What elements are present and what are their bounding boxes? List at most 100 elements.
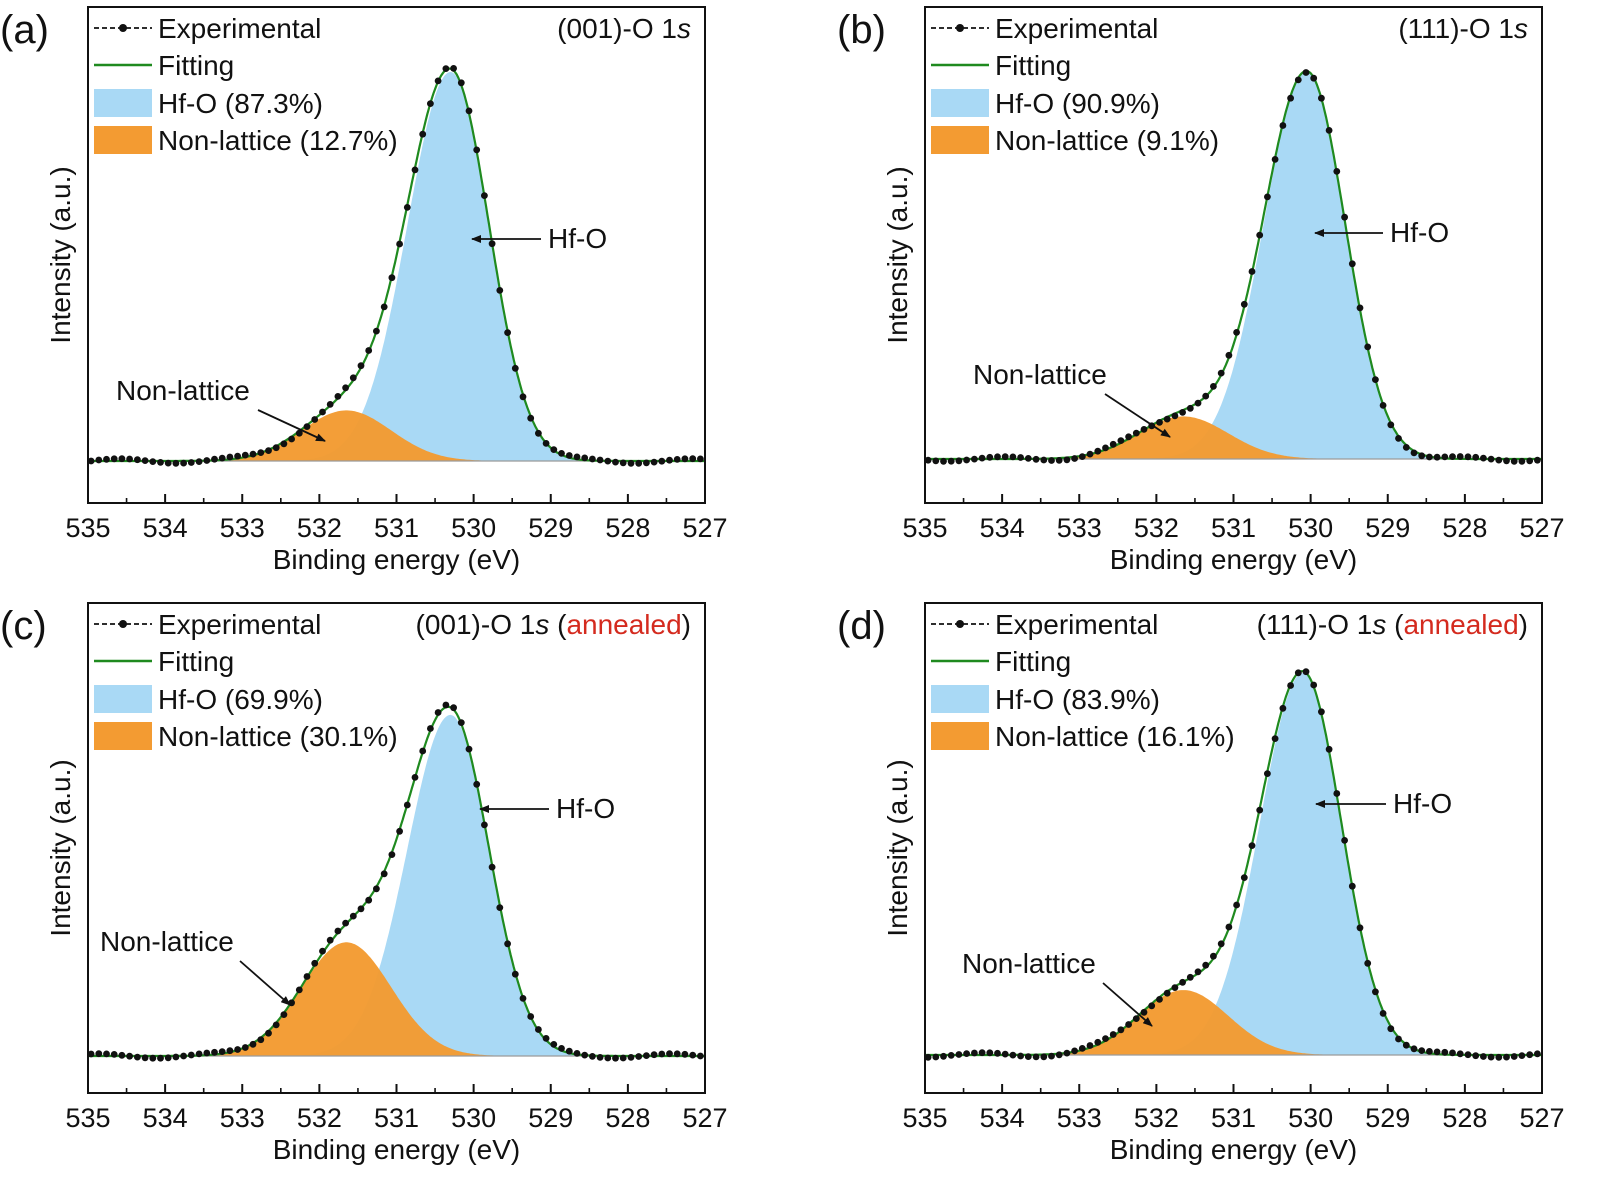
- experimental-point: [272, 444, 280, 452]
- experimental-point: [1287, 94, 1294, 102]
- legend-entry: Fitting: [995, 646, 1071, 677]
- experimental-point: [1225, 923, 1233, 931]
- experimental-point: [1495, 456, 1503, 464]
- experimental-point: [658, 1050, 666, 1058]
- experimental-point: [1379, 402, 1387, 409]
- x-tick-label: 532: [297, 1103, 342, 1133]
- non-lattice-arrow: [257, 409, 326, 442]
- experimental-point: [1017, 454, 1024, 461]
- x-axis: 535 534 533 532 531 530 529 528 527: [65, 1084, 728, 1133]
- experimental-point: [650, 458, 658, 466]
- experimental-point: [427, 100, 434, 107]
- legend-entry: Hf-O (90.9%): [995, 88, 1160, 119]
- non-lattice-arrow: [1102, 982, 1153, 1027]
- panel-label: (a): [0, 8, 49, 52]
- experimental-point: [1233, 329, 1240, 336]
- experimental-point: [442, 65, 450, 72]
- experimental-point: [1449, 453, 1456, 460]
- experimental-point: [334, 393, 342, 400]
- experimental-point: [1202, 961, 1210, 969]
- experimental-point: [234, 452, 242, 460]
- legend-entry: Fitting: [158, 646, 234, 677]
- experimental-point: [1348, 260, 1356, 268]
- experimental-point: [411, 166, 419, 174]
- experimental-point: [1379, 1010, 1387, 1017]
- experimental-point: [947, 1052, 955, 1059]
- legend-entry: Non-lattice (16.1%): [995, 721, 1235, 752]
- experimental-point: [180, 459, 188, 467]
- non-lattice-arrow: [239, 960, 291, 1006]
- experimental-point: [419, 130, 427, 138]
- chart-title: (001)-O 1s (annealed): [416, 609, 692, 640]
- x-tick-label: 528: [1442, 1103, 1487, 1133]
- experimental-point: [527, 414, 535, 422]
- title-part: annealed: [566, 609, 681, 640]
- y-axis-label: Intensity (a.u.): [882, 759, 913, 936]
- legend: Experimental Fitting Hf-O (69.9%) Non-latti…: [94, 609, 398, 752]
- title-part: (111)-O 1: [1398, 13, 1514, 44]
- experimental-point: [164, 459, 172, 467]
- experimental-point: [1117, 1026, 1125, 1034]
- experimental-point: [1395, 1035, 1402, 1043]
- legend-hf-o-swatch: [931, 685, 989, 713]
- legend-experimental-marker: [119, 620, 127, 628]
- experimental-point: [1148, 1002, 1156, 1010]
- experimental-point: [1132, 429, 1140, 437]
- experimental-point: [511, 364, 519, 372]
- experimental-point: [1248, 842, 1256, 849]
- experimental-point: [697, 1052, 704, 1060]
- experimental-point: [689, 1051, 697, 1059]
- title-part: ): [682, 609, 691, 640]
- experimental-point: [612, 1054, 619, 1062]
- experimental-point: [1194, 399, 1202, 407]
- experimental-point: [349, 912, 357, 920]
- experimental-point: [971, 455, 978, 463]
- experimental-point: [187, 459, 195, 466]
- x-tick-label: 535: [65, 513, 110, 543]
- experimental-point: [550, 446, 558, 453]
- experimental-point: [1271, 156, 1279, 163]
- experimental-point: [1503, 1053, 1510, 1061]
- panel-c: 535 534 533 532 531 530 529 528 527 Binding energ…: [0, 602, 728, 1165]
- experimental-point: [1071, 1047, 1078, 1055]
- non-lattice-annotation: Non-lattice: [962, 948, 1096, 979]
- experimental-point: [1163, 415, 1171, 423]
- experimental-point: [1210, 383, 1217, 390]
- experimental-point: [342, 919, 349, 927]
- experimental-point: [172, 459, 180, 467]
- title-part: s: [1372, 609, 1386, 640]
- experimental-point: [134, 1053, 141, 1061]
- experimental-point: [1418, 1047, 1426, 1054]
- x-tick-label: 530: [1288, 1103, 1333, 1133]
- x-tick-label: 532: [297, 513, 342, 543]
- experimental-point: [1534, 456, 1541, 464]
- experimental-point: [573, 453, 581, 461]
- experimental-point: [1171, 412, 1179, 420]
- x-tick-label: 528: [605, 513, 650, 543]
- experimental-point: [1441, 1048, 1449, 1056]
- experimental-points: [87, 701, 704, 1062]
- experimental-point: [673, 456, 681, 463]
- legend-non-lattice-swatch: [94, 722, 152, 750]
- experimental-point: [681, 1050, 689, 1058]
- y-axis-label: Intensity (a.u.): [882, 166, 913, 343]
- experimental-point: [95, 1050, 103, 1058]
- experimental-point: [465, 745, 473, 753]
- x-tick-label: 527: [682, 1103, 727, 1133]
- experimental-point: [326, 936, 334, 944]
- experimental-point: [1055, 457, 1063, 464]
- experimental-point: [403, 204, 411, 211]
- experimental-point: [589, 1053, 596, 1060]
- experimental-point: [211, 1048, 218, 1056]
- experimental-point: [388, 851, 396, 858]
- experimental-point: [141, 457, 149, 464]
- x-axis: 535 534 533 532 531 530 529 528 527: [902, 494, 1565, 543]
- experimental-point: [658, 457, 666, 465]
- experimental-point: [481, 192, 488, 200]
- legend-non-lattice-swatch: [931, 722, 989, 750]
- legend-entry: Non-lattice (12.7%): [158, 125, 398, 156]
- experimental-point: [349, 374, 357, 382]
- experimental-point: [110, 1051, 118, 1058]
- experimental-point: [1364, 343, 1372, 351]
- experimental-point: [1410, 449, 1418, 457]
